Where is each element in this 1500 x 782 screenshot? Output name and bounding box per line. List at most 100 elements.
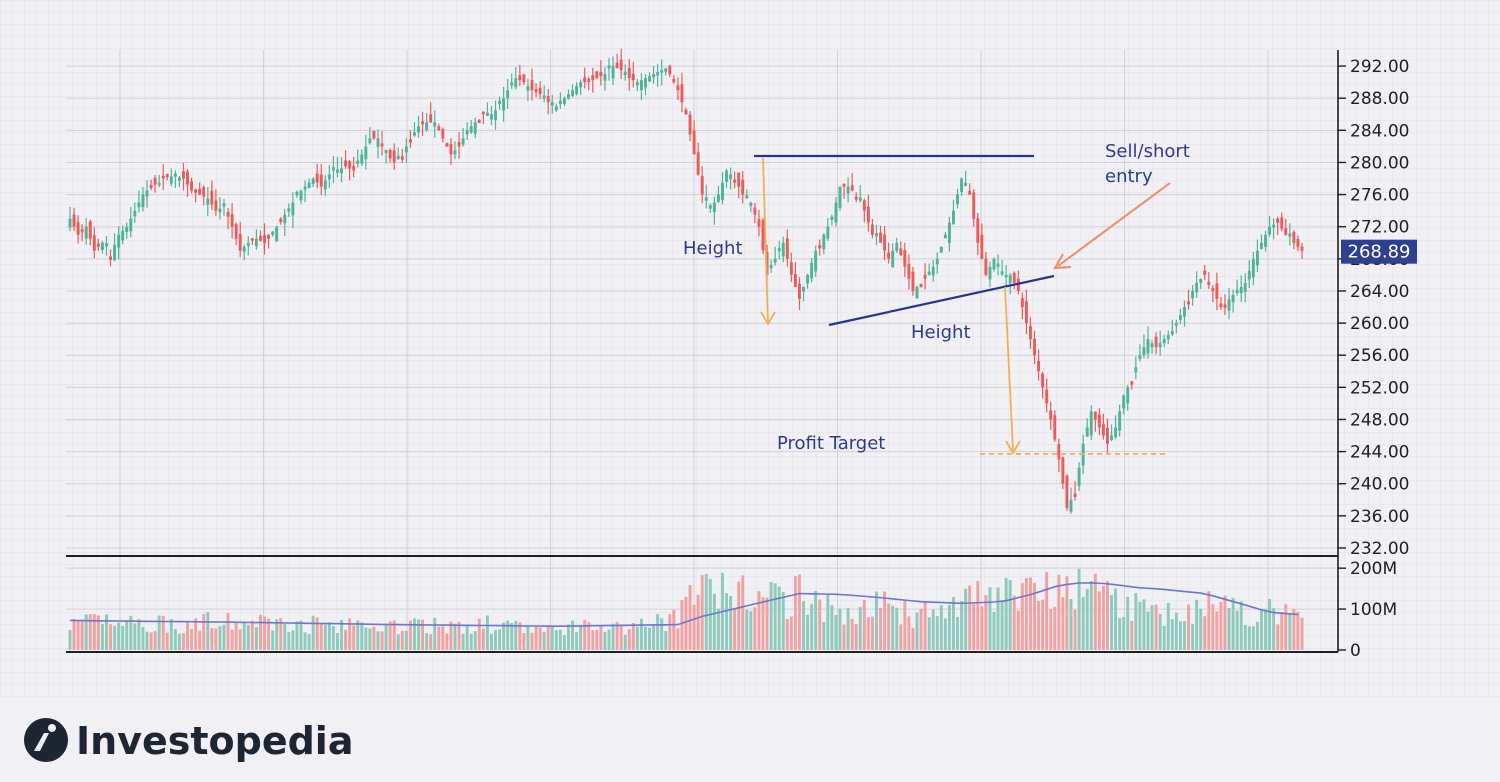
candle-body xyxy=(182,171,185,179)
volume-bar xyxy=(1000,600,1004,650)
volume-bar xyxy=(1110,595,1113,650)
volume-bar xyxy=(1191,623,1195,650)
candle-body xyxy=(279,218,283,223)
candle-body xyxy=(518,75,522,81)
volume-bar xyxy=(1284,604,1288,650)
volume-bar xyxy=(518,622,522,650)
candle-body xyxy=(656,72,660,76)
volume-bar xyxy=(344,629,348,650)
volume-bar xyxy=(319,623,323,650)
candle-body xyxy=(1150,343,1154,348)
volume-bar xyxy=(826,594,830,650)
volume-bar xyxy=(879,607,882,650)
candle-body xyxy=(635,82,639,86)
height-arrow-right xyxy=(1004,286,1021,455)
volume-bar xyxy=(1183,621,1186,650)
volume-bar xyxy=(279,618,283,650)
candle-body xyxy=(433,122,437,127)
candle-body xyxy=(838,186,842,208)
candle-body xyxy=(834,202,838,223)
price-tick-label: 280.00 xyxy=(1350,153,1409,173)
sell-short-arrow xyxy=(1053,182,1171,270)
candle-body xyxy=(781,242,785,257)
candle-body xyxy=(1280,217,1284,229)
candle-body xyxy=(664,68,668,72)
candle-body xyxy=(676,85,680,91)
volume-bar xyxy=(1049,608,1053,650)
volume-bar xyxy=(554,630,558,650)
volume-bar xyxy=(927,617,931,650)
volume-moving-average-line xyxy=(69,582,1298,628)
volume-bar xyxy=(838,608,842,650)
volume-bar xyxy=(1195,599,1199,650)
candle-body xyxy=(481,111,485,115)
candle-body xyxy=(1126,387,1130,404)
candle-body xyxy=(846,186,850,194)
candle-body xyxy=(919,283,923,288)
candle-body xyxy=(1195,282,1199,293)
volume-bar xyxy=(1280,612,1284,650)
volume-bar xyxy=(591,630,595,650)
volume-bar xyxy=(429,634,433,650)
volume-bar xyxy=(964,588,968,650)
candle-body xyxy=(538,87,542,95)
volume-bar xyxy=(522,633,526,650)
candle-body xyxy=(567,94,570,99)
candle-body xyxy=(186,171,189,185)
volume-tick-label: 0 xyxy=(1350,641,1361,661)
volume-bar xyxy=(182,633,185,650)
candle-body xyxy=(368,138,372,144)
candle-body xyxy=(943,234,947,239)
volume-bar xyxy=(141,627,145,650)
volume-bar xyxy=(822,622,826,650)
candle-body xyxy=(445,143,449,147)
candle-body xyxy=(1223,304,1227,308)
candle-body xyxy=(214,200,218,211)
volume-bar xyxy=(911,627,915,650)
candle-body xyxy=(542,95,546,99)
candle-body xyxy=(417,126,420,133)
candle-body xyxy=(141,194,145,208)
volume-bar xyxy=(1243,624,1247,650)
volume-bar xyxy=(109,624,112,650)
price-tick-label: 276.00 xyxy=(1350,186,1409,206)
volume-bar xyxy=(1158,613,1162,650)
volume-bar xyxy=(1215,611,1219,650)
candle-body xyxy=(137,202,141,208)
candle-body xyxy=(1243,282,1247,292)
candle-body xyxy=(526,86,530,91)
candle-body xyxy=(1191,290,1195,299)
candle-body xyxy=(550,102,554,106)
candle-body xyxy=(1008,274,1012,284)
price-tick-label: 244.00 xyxy=(1350,443,1409,463)
candle-body xyxy=(259,235,262,241)
candle-body xyxy=(599,71,603,77)
candle-body xyxy=(161,175,165,179)
volume-bar xyxy=(1146,611,1150,650)
volume-bar xyxy=(960,601,964,650)
volume-bar xyxy=(656,614,660,650)
candle-body xyxy=(826,226,830,239)
candle-body xyxy=(311,178,315,185)
investopedia-logo: Investopedia xyxy=(24,718,353,763)
candle-body xyxy=(1272,224,1276,228)
volume-bar xyxy=(798,574,801,650)
candle-body xyxy=(1134,367,1138,373)
candle-body xyxy=(384,149,388,154)
volume-bar xyxy=(862,599,866,650)
volume-bar xyxy=(753,607,757,650)
candle-body xyxy=(72,214,76,227)
candle-body xyxy=(1077,467,1081,487)
volume-bar xyxy=(113,625,117,650)
volume-bar xyxy=(1292,608,1296,650)
volume-bar xyxy=(514,621,518,650)
candle-body xyxy=(1211,288,1215,291)
volume-bar xyxy=(1223,595,1227,650)
candle-body xyxy=(299,190,303,201)
volume-bar xyxy=(919,608,923,650)
volume-bar xyxy=(1142,599,1146,650)
volume-bar xyxy=(575,632,579,650)
volume-bar xyxy=(915,612,919,650)
price-axis-ticks: 292.00 288.00 284.00 280.00 276.00 272.00 268.… xyxy=(1338,57,1409,559)
candle-body xyxy=(789,262,793,275)
